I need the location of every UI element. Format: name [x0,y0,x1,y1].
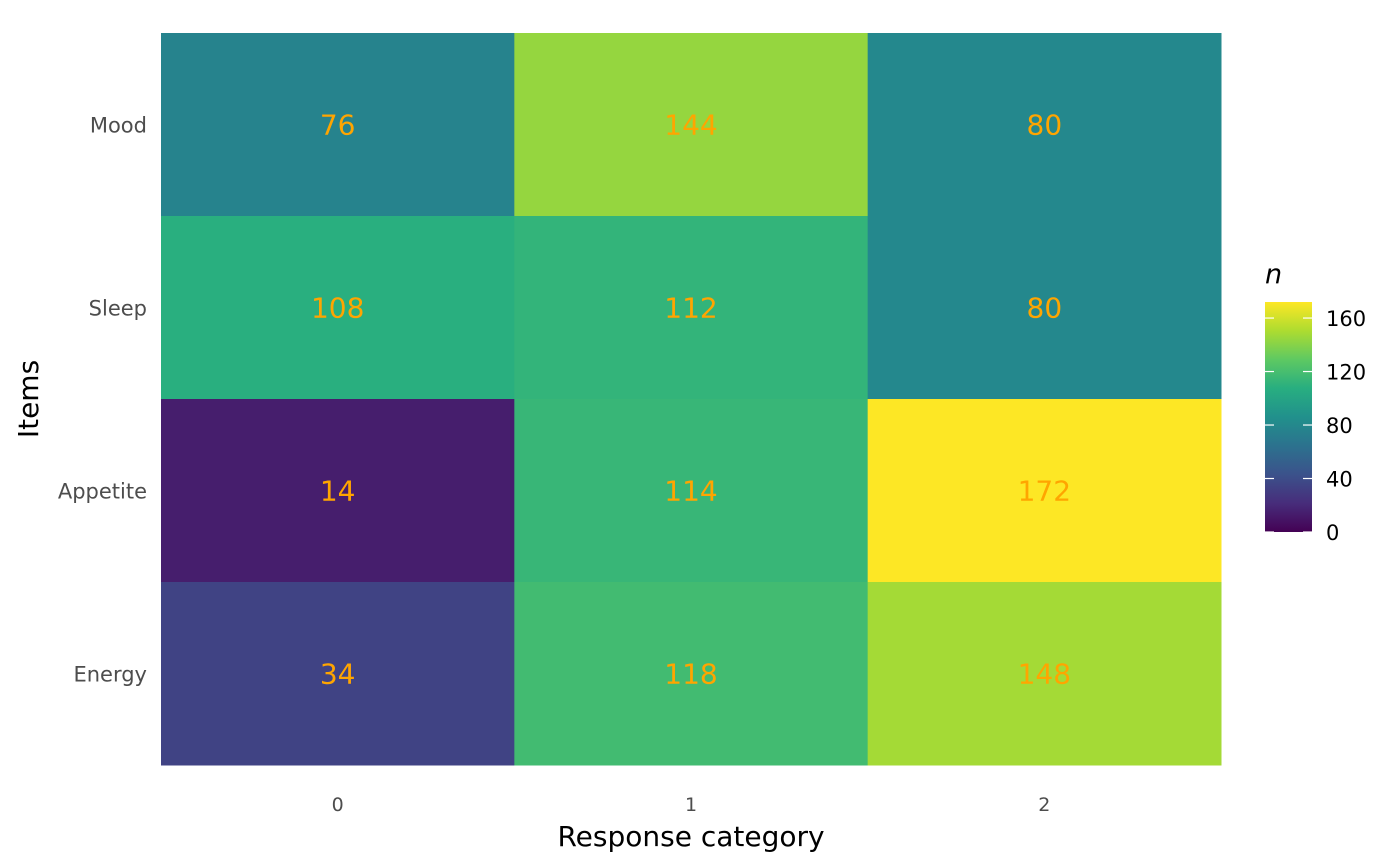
cell-value-label: 14 [320,475,356,508]
cell-value-label: 108 [311,292,364,325]
x-tick-label: 0 [332,794,344,816]
legend-tick-label: 40 [1326,468,1353,492]
y-axis-title: Items [12,360,45,438]
legend-tick-label: 0 [1326,521,1339,545]
heatmap-cells [161,33,1222,766]
heatmap-cell-sleep-1 [514,216,869,400]
cell-value-label: 114 [664,475,717,508]
y-tick-label: Mood [90,114,147,138]
heatmap-cell-mood-2 [867,33,1222,217]
cell-value-label: 80 [1027,109,1063,142]
cell-value-label: 76 [320,109,356,142]
heatmap-cell-energy-2 [867,582,1222,766]
x-axis-ticks: 0 1 2 [332,794,1051,816]
legend-tick-label: 120 [1326,361,1366,385]
y-axis-ticks: Energy Appetite Sleep Mood [58,114,147,687]
cell-value-label: 80 [1027,292,1063,325]
cell-value-label: 144 [664,109,717,142]
legend-tick-label: 80 [1326,414,1353,438]
cell-value-label: 148 [1018,658,1071,691]
y-tick-label: Sleep [89,297,147,321]
cell-labels: 76 144 80 108 112 80 14 114 172 34 118 148 [311,109,1071,691]
heatmap-cell-mood-1 [514,33,869,217]
heatmap-cell-energy-0 [161,582,515,766]
heatmap-cell-mood-0 [161,33,515,217]
cell-value-label: 34 [320,658,356,691]
heatmap-cell-sleep-2 [867,216,1222,400]
heatmap-cell-appetite-1 [514,399,869,583]
heatmap-cell-appetite-2 [867,399,1222,583]
color-legend: n 0 40 80 120 160 [1265,259,1366,545]
cell-value-label: 118 [664,658,717,691]
legend-ticks: 0 40 80 120 160 [1265,307,1366,545]
x-axis-title: Response category [557,820,824,853]
legend-tick-label: 160 [1326,307,1366,331]
x-tick-label: 2 [1038,794,1050,816]
heatmap-cell-energy-1 [514,582,869,766]
x-tick-label: 1 [685,794,697,816]
cell-value-label: 172 [1018,475,1071,508]
legend-colorbar [1265,302,1312,532]
y-tick-label: Appetite [58,480,147,504]
cell-value-label: 112 [664,292,717,325]
y-tick-label: Energy [73,663,147,687]
heatmap-cell-sleep-0 [161,216,515,400]
heatmap-cell-appetite-0 [161,399,515,583]
legend-title: n [1265,259,1282,290]
